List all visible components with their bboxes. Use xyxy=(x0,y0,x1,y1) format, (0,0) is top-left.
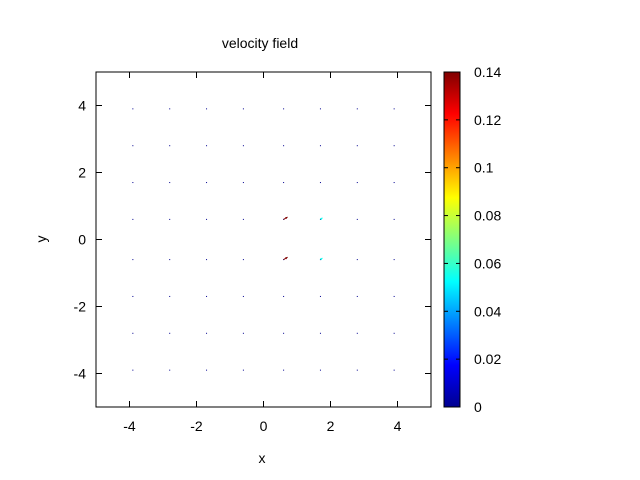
grid-point xyxy=(393,218,395,220)
grid-point xyxy=(319,295,321,297)
grid-point xyxy=(169,259,171,261)
grid-point xyxy=(356,218,358,220)
grid-point xyxy=(283,369,285,371)
grid-point xyxy=(242,369,244,371)
arrow-head xyxy=(285,257,288,260)
grid-point xyxy=(319,369,321,371)
colorbar-tick-label: 0.02 xyxy=(474,351,501,367)
x-tick-label: -4 xyxy=(123,418,136,434)
grid-point xyxy=(132,145,134,147)
grid-point xyxy=(393,182,395,184)
colorbar-tick-label: 0.06 xyxy=(474,255,501,271)
colorbar-tick-label: 0.12 xyxy=(474,112,501,128)
grid-point xyxy=(169,108,171,110)
grid-point xyxy=(393,332,395,334)
grid-point xyxy=(132,108,134,110)
grid-point xyxy=(393,295,395,297)
grid-point xyxy=(242,295,244,297)
y-tick-label: 4 xyxy=(78,98,86,114)
grid-point xyxy=(283,108,285,110)
grid-point xyxy=(242,108,244,110)
colorbar xyxy=(443,71,461,408)
grid-point xyxy=(393,145,395,147)
grid-point xyxy=(242,182,244,184)
grid-point xyxy=(206,218,208,220)
grid-point xyxy=(242,259,244,261)
grid-point xyxy=(319,108,321,110)
x-tick-label: 4 xyxy=(394,418,402,434)
grid-point xyxy=(206,145,208,147)
grid-point xyxy=(242,218,244,220)
grid-point xyxy=(356,295,358,297)
grid-point xyxy=(206,332,208,334)
colorbar-tick-label: 0.14 xyxy=(474,64,501,80)
colorbar-tick-label: 0.1 xyxy=(474,160,494,176)
grid-point xyxy=(283,145,285,147)
grid-point xyxy=(132,218,134,220)
x-tick-label: 0 xyxy=(260,418,268,434)
chart-title: velocity field xyxy=(222,35,298,51)
grid-point xyxy=(319,145,321,147)
colorbar-tick-label: 0.08 xyxy=(474,208,501,224)
y-tick-label: -4 xyxy=(74,366,87,382)
y-tick-label: 2 xyxy=(78,165,86,181)
grid-point xyxy=(169,218,171,220)
colorbar-tick-label: 0 xyxy=(474,399,482,415)
grid-point xyxy=(169,182,171,184)
grid-point xyxy=(206,369,208,371)
y-axis-ticks: -4 -2 0 2 4 xyxy=(74,98,431,382)
grid-point xyxy=(242,145,244,147)
x-tick-label: -2 xyxy=(190,418,203,434)
grid-point xyxy=(319,182,321,184)
x-axis-ticks: -4 -2 0 2 4 xyxy=(123,72,402,434)
velocity-arrows xyxy=(283,216,323,261)
colorbar-ticks: 0 0.02 0.04 0.06 0.08 0.1 0.12 0.14 xyxy=(444,64,501,415)
grid-point xyxy=(283,182,285,184)
velocity-arrow xyxy=(319,217,323,221)
grid-point xyxy=(169,295,171,297)
arrow-head xyxy=(319,217,323,221)
arrow-head xyxy=(285,217,288,220)
grid-point xyxy=(132,295,134,297)
velocity-arrow xyxy=(319,257,323,261)
arrow-head xyxy=(319,258,323,261)
grid-point xyxy=(242,332,244,334)
grid-point xyxy=(206,182,208,184)
grid-point xyxy=(356,108,358,110)
grid-point xyxy=(356,145,358,147)
grid-point xyxy=(132,369,134,371)
grid-point xyxy=(169,145,171,147)
colorbar-tick-label: 0.04 xyxy=(474,303,501,319)
grid-point xyxy=(169,332,171,334)
grid-point xyxy=(132,332,134,334)
velocity-arrow xyxy=(283,256,288,261)
y-axis-label: y xyxy=(33,236,49,243)
y-tick-label: -2 xyxy=(74,299,87,315)
grid-point xyxy=(132,182,134,184)
grid-point xyxy=(283,295,285,297)
grid-point xyxy=(319,332,321,334)
grid-point xyxy=(356,369,358,371)
velocity-arrow xyxy=(283,216,288,220)
grid-point xyxy=(206,259,208,261)
grid-point xyxy=(206,108,208,110)
x-axis-label: x xyxy=(259,450,266,466)
grid-point xyxy=(393,108,395,110)
grid-point xyxy=(356,332,358,334)
grid-point xyxy=(393,259,395,261)
grid-point xyxy=(283,332,285,334)
grid-point xyxy=(206,295,208,297)
plot-frame xyxy=(95,71,432,408)
grid-point xyxy=(132,259,134,261)
grid-point xyxy=(169,369,171,371)
grid-point-markers xyxy=(132,108,395,371)
grid-point xyxy=(356,182,358,184)
grid-point xyxy=(393,369,395,371)
grid-point xyxy=(356,259,358,261)
y-tick-label: 0 xyxy=(78,232,86,248)
x-tick-label: 2 xyxy=(327,418,335,434)
